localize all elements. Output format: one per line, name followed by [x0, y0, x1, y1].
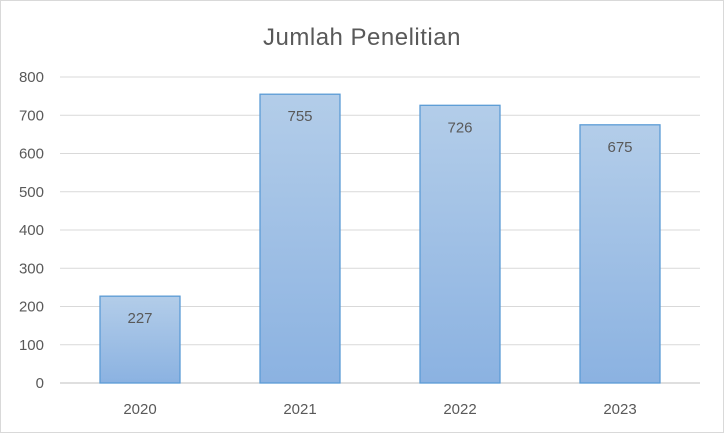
bar-2021 [259, 93, 341, 384]
chart-title: Jumlah Penelitian [263, 24, 461, 51]
y-tick-label: 800 [19, 69, 44, 86]
x-tick-label: 2021 [283, 401, 316, 418]
data-label-2021: 755 [287, 108, 312, 125]
bar-2022 [419, 104, 501, 384]
data-labels: 227 755 726 675 [127, 108, 632, 327]
y-tick-label: 600 [19, 146, 44, 163]
x-tick-label: 2023 [603, 401, 636, 418]
y-tick-label: 500 [19, 184, 44, 201]
y-axis-ticks: 0 100 200 300 400 500 600 700 800 [19, 69, 44, 392]
y-tick-label: 0 [36, 375, 44, 392]
bar-2023 [579, 124, 661, 384]
x-tick-label: 2022 [443, 401, 476, 418]
data-label-2022: 726 [447, 119, 472, 136]
bars [99, 93, 661, 384]
data-label-2020: 227 [127, 310, 152, 327]
y-tick-label: 100 [19, 337, 44, 354]
y-tick-label: 400 [19, 222, 44, 239]
bar-2020 [99, 295, 181, 384]
x-tick-label: 2020 [123, 401, 156, 418]
x-axis-ticks: 2020 2021 2022 2023 [123, 401, 636, 418]
y-tick-label: 300 [19, 260, 44, 277]
data-label-2023: 675 [607, 139, 632, 156]
y-tick-label: 700 [19, 107, 44, 124]
y-tick-label: 200 [19, 299, 44, 316]
